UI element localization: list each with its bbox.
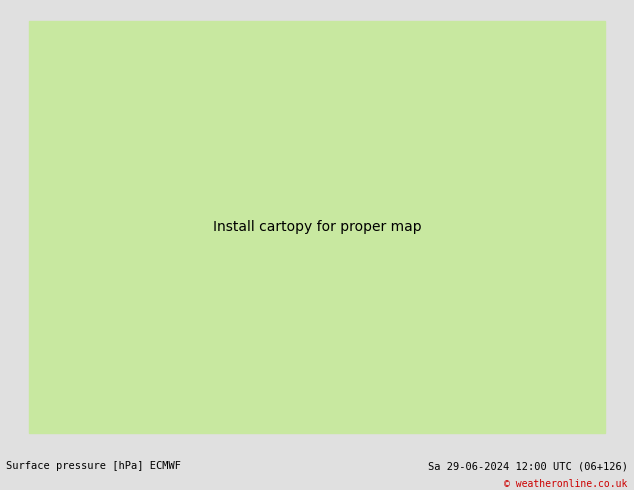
Polygon shape [29, 21, 605, 433]
Text: Sa 29-06-2024 12:00 UTC (06+126): Sa 29-06-2024 12:00 UTC (06+126) [428, 461, 628, 471]
Text: Install cartopy for proper map: Install cartopy for proper map [212, 220, 422, 234]
Text: Surface pressure [hPa] ECMWF: Surface pressure [hPa] ECMWF [6, 461, 181, 471]
Text: © weatheronline.co.uk: © weatheronline.co.uk [504, 480, 628, 490]
